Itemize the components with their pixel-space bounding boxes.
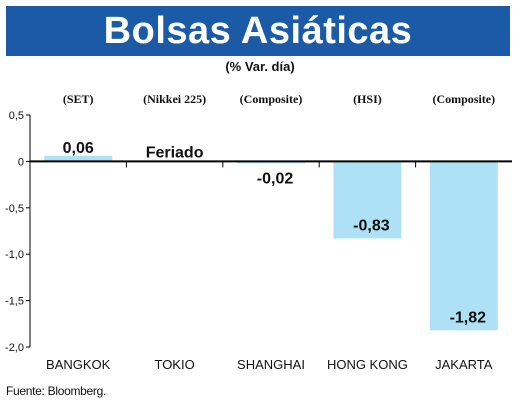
category-label: BANGKOK xyxy=(46,357,111,372)
data-label: Feriado xyxy=(146,144,204,161)
data-label: -0,02 xyxy=(257,170,294,187)
index-label: (Composite) xyxy=(432,92,495,106)
index-label: (Composite) xyxy=(240,92,303,106)
bar xyxy=(333,161,402,239)
index-label: (HSI) xyxy=(353,92,382,106)
category-label: TOKIO xyxy=(154,357,194,372)
bar xyxy=(44,155,113,162)
y-tick-label: 0,5 xyxy=(9,110,24,122)
title-bar: Bolsas Asiáticas xyxy=(6,6,510,56)
bar xyxy=(429,161,498,331)
y-tick-label: -0,5 xyxy=(5,203,24,215)
chart-subtitle: (% Var. día) xyxy=(225,59,295,74)
index-label: (SET) xyxy=(63,92,94,106)
data-label: -0,83 xyxy=(353,217,390,234)
y-tick-label: -1,0 xyxy=(5,249,24,261)
category-label: JAKARTA xyxy=(435,357,493,372)
category-label: HONG KONG xyxy=(327,357,408,372)
index-label: (Nikkei 225) xyxy=(143,92,206,106)
source-note: Fuente: Bloomberg. xyxy=(6,384,106,398)
y-tick-label: -2,0 xyxy=(5,342,24,354)
chart-title: Bolsas Asiáticas xyxy=(103,9,413,52)
data-label: 0,06 xyxy=(63,140,94,157)
data-label: -1,82 xyxy=(450,309,487,326)
y-tick-label: 0 xyxy=(18,156,24,168)
y-tick-label: -1,5 xyxy=(5,296,24,308)
category-label: SHANGHAI xyxy=(237,357,305,372)
